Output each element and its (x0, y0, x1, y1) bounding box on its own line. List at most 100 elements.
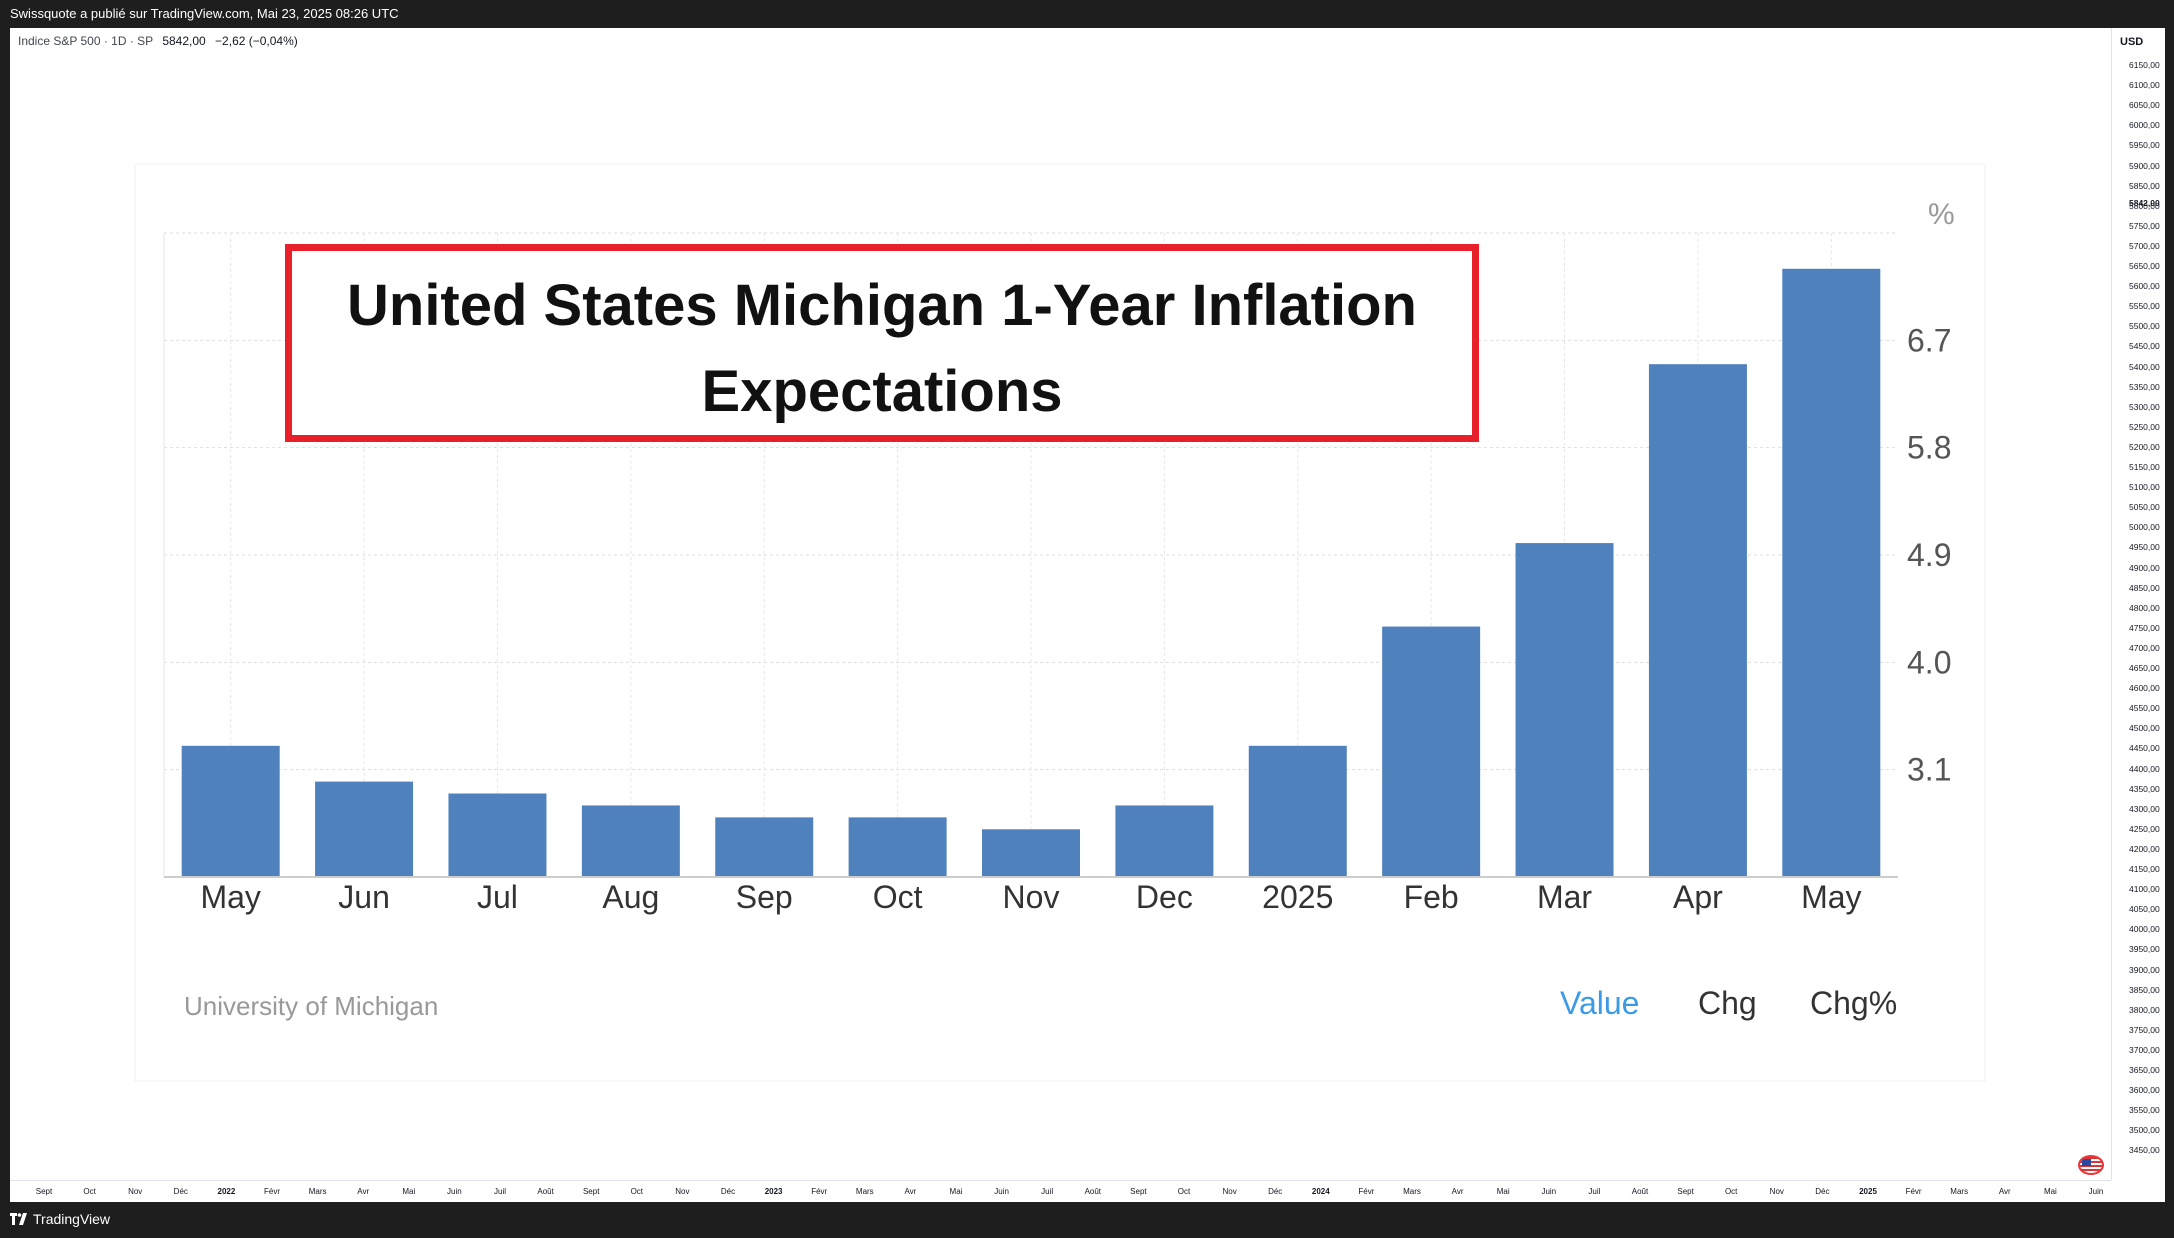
price-tick: 4700,00 (2129, 642, 2160, 653)
time-tick: Avr (1451, 1187, 1464, 1196)
tab-chg-percent[interactable]: Chg% (1810, 985, 1898, 1021)
symbol-legend[interactable]: Indice S&P 500 · 1D · SP 5842,00 −2,62 (… (18, 34, 298, 48)
tab-value[interactable]: Value (1560, 985, 1640, 1021)
price-tick: 5750,00 (2129, 220, 2160, 231)
price-tick: 3800,00 (2129, 1004, 2160, 1015)
x-tick-label: Mar (1537, 879, 1592, 915)
time-tick: Oct (1177, 1187, 1191, 1196)
time-tick: Juil (1588, 1187, 1601, 1196)
x-tick-label: Feb (1404, 879, 1459, 915)
bar (1648, 364, 1747, 877)
bar (715, 817, 814, 877)
time-axis[interactable]: Sept Oct Nov Déc 2022 Févr Mars Avr Mai Juin Juil A… (10, 1180, 2111, 1203)
time-tick-year: 2022 (217, 1187, 236, 1196)
time-tick: Mars (855, 1187, 874, 1196)
time-tick: Févr (1358, 1187, 1375, 1196)
axis-separator (2111, 28, 2112, 1180)
price-tick: 4150,00 (2129, 864, 2160, 874)
published-text: Swissquote a publié sur TradingView.com,… (10, 6, 399, 21)
time-tick-year: 2025 (1859, 1187, 1877, 1196)
currency-label[interactable]: USD (2120, 36, 2144, 48)
time-tick: Nov (1769, 1187, 1784, 1196)
price-tick: 4950,00 (2129, 542, 2160, 553)
time-tick: Mai (2043, 1187, 2057, 1196)
time-tick: Juin (2088, 1187, 2104, 1196)
bar (181, 745, 280, 877)
price-tick: 6100,00 (2129, 80, 2160, 91)
price-tick: 3750,00 (2129, 1024, 2160, 1035)
time-tick: Mars (308, 1187, 327, 1196)
price-tick: 4450,00 (2129, 743, 2160, 754)
time-tick: Févr (1905, 1187, 1922, 1196)
price-tick: 5400,00 (2129, 361, 2160, 372)
time-tick: Août (1084, 1187, 1102, 1196)
time-tick: Févr (811, 1187, 828, 1196)
x-tick-label: Apr (1673, 879, 1723, 915)
time-tick: Déc (1815, 1187, 1830, 1196)
time-tick: Mai (402, 1187, 416, 1196)
price-tick: 5900,00 (2129, 160, 2160, 171)
tradingview-brand[interactable]: TradingView (33, 1211, 111, 1227)
time-tick: Oct (83, 1187, 96, 1196)
bar (315, 781, 414, 877)
x-tick-label: 2025 (1262, 879, 1333, 915)
price-tick: 4850,00 (2129, 582, 2160, 593)
price-tick: 6150,00 (2129, 60, 2160, 70)
last-price: 5842,00 (162, 34, 206, 48)
price-tick: 5850,00 (2129, 180, 2160, 191)
price-tick: 4100,00 (2129, 884, 2160, 895)
price-tick: 3650,00 (2129, 1065, 2160, 1075)
price-tick: 6000,00 (2129, 120, 2160, 131)
y-tick-label: 3.1 (1907, 752, 1951, 788)
time-tick: Sept (1677, 1187, 1694, 1196)
tab-chg[interactable]: Chg (1698, 985, 1757, 1021)
price-tick: 5000,00 (2129, 522, 2160, 533)
time-tick: Juin (1541, 1187, 1557, 1196)
x-tick-label: Nov (1003, 879, 1060, 915)
price-tick: 3500,00 (2129, 1125, 2160, 1136)
time-tick: Nov (675, 1187, 690, 1196)
time-tick: Oct (1724, 1187, 1738, 1196)
price-tick: 4600,00 (2129, 683, 2160, 694)
price-tick: 5200,00 (2129, 441, 2160, 452)
price-tick: 5950,00 (2129, 140, 2160, 151)
price-tick: 4750,00 (2129, 622, 2160, 633)
x-tick-label: Dec (1136, 879, 1193, 915)
bar (848, 817, 947, 877)
price-axis[interactable]: USD 6150,00 6100,00 6050,00 6000,00 5950,00 5… (2112, 28, 2165, 1180)
time-tick: Juin (994, 1187, 1009, 1196)
time-tick: Août (537, 1187, 554, 1196)
time-tick: Août (1631, 1187, 1649, 1196)
bar (1782, 268, 1881, 877)
time-tick: Nov (1222, 1187, 1237, 1196)
price-tick: 4050,00 (2129, 904, 2160, 915)
us-flag-icon[interactable] (2078, 1155, 2104, 1175)
chart-panel[interactable]: Indice S&P 500 · 1D · SP 5842,00 −2,62 (… (10, 28, 2165, 1202)
price-change: −2,62 (−0,04%) (215, 34, 298, 48)
time-tick: Mai (949, 1187, 963, 1196)
time-tick: Avr (1998, 1187, 2011, 1196)
chart-title-box: United States Michigan 1-Year Inflation … (285, 244, 1479, 442)
bar (1515, 543, 1614, 877)
price-tick: 4650,00 (2129, 663, 2160, 673)
bottom-bar: TradingView (0, 1202, 2174, 1238)
price-tick: 5600,00 (2129, 281, 2160, 292)
price-tick: 4250,00 (2129, 823, 2160, 834)
time-tick: Avr (904, 1187, 917, 1196)
time-tick: Sept (582, 1187, 600, 1196)
time-tick: Déc (1268, 1187, 1283, 1196)
price-tick: 5350,00 (2129, 381, 2160, 392)
bar (1248, 745, 1347, 877)
bar (982, 829, 1080, 877)
y-tick-label: 5.8 (1907, 430, 1951, 466)
tradingview-logo-icon[interactable] (10, 1213, 30, 1225)
time-tick: Juil (1041, 1187, 1054, 1196)
bar (1115, 805, 1214, 877)
bar (581, 805, 680, 877)
price-tick: 3850,00 (2129, 984, 2160, 995)
price-tick: 4550,00 (2129, 703, 2160, 714)
price-tick: 4000,00 (2129, 924, 2160, 935)
symbol-name[interactable]: Indice S&P 500 · 1D · SP (18, 34, 153, 48)
x-tick-label: Jul (477, 879, 518, 915)
time-tick: Avr (357, 1187, 370, 1196)
